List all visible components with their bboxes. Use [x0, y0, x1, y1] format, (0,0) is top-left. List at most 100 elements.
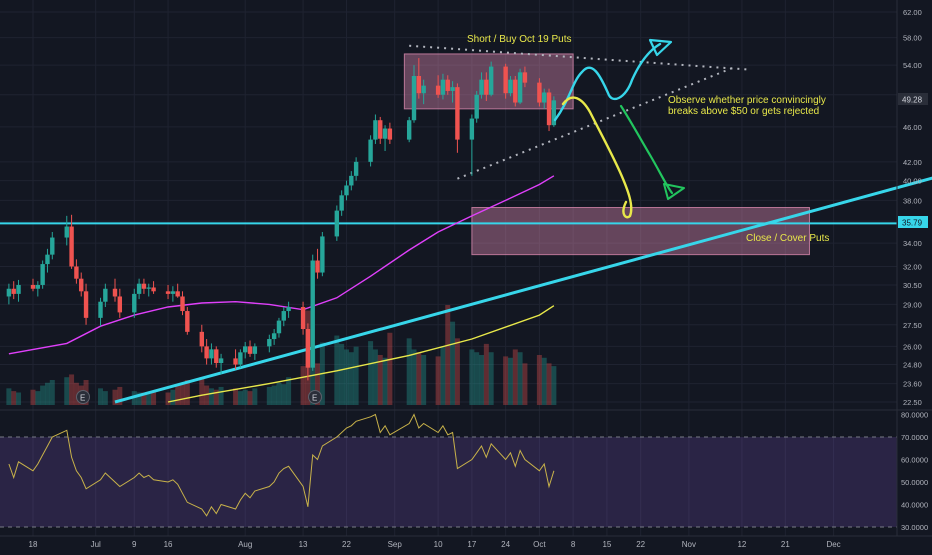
- candle-body: [488, 66, 494, 95]
- time-tick-label: 17: [467, 540, 476, 549]
- rsi-pane: [0, 409, 932, 528]
- candle-body: [281, 311, 286, 321]
- candle-body: [6, 288, 12, 297]
- volume-bar: [411, 349, 417, 405]
- rising-trendline: [114, 176, 932, 404]
- volume-bar: [271, 385, 277, 405]
- price-tick-label: 22.50: [903, 398, 922, 407]
- volume-bar: [488, 352, 494, 405]
- volume-bar: [281, 384, 287, 405]
- volume-bar: [339, 343, 345, 405]
- candle-body: [218, 358, 224, 364]
- volume-bar: [445, 305, 451, 405]
- candle-body: [522, 72, 528, 83]
- volume-bar: [49, 380, 55, 405]
- candle-body: [406, 120, 412, 140]
- candle-body: [320, 236, 325, 273]
- price-tick-label: 62.00: [903, 8, 922, 17]
- earnings-marker-label: E: [312, 394, 317, 403]
- time-tick-label: 15: [602, 540, 611, 549]
- volume-bars: [6, 305, 557, 405]
- time-tick-label: Jul: [91, 540, 101, 549]
- price-tick-label: 34.00: [903, 239, 922, 248]
- candle-body: [542, 92, 547, 103]
- candle-body: [50, 237, 55, 255]
- candle-body: [445, 79, 450, 91]
- earnings-marker: [76, 390, 90, 404]
- candle-body: [271, 333, 277, 340]
- upper-wedge-line: [409, 44, 747, 71]
- time-tick-label: Dec: [826, 540, 840, 549]
- candle-body: [276, 320, 282, 334]
- volume-bar: [242, 389, 248, 405]
- volume-bar: [146, 393, 152, 405]
- volume-bar: [479, 355, 485, 405]
- candle-body: [411, 75, 417, 121]
- candle-body: [300, 307, 306, 330]
- time-tick-label: 12: [737, 540, 746, 549]
- level-label: 35.79: [902, 219, 923, 228]
- last-price-label: 49.28: [902, 96, 923, 105]
- candle-body: [146, 287, 151, 289]
- candle-body: [368, 139, 373, 162]
- candle-body: [204, 346, 209, 359]
- volume-bar: [541, 357, 547, 405]
- candle-body: [349, 175, 354, 186]
- candle-body: [421, 85, 426, 94]
- candle-body: [98, 301, 103, 318]
- candle-body: [165, 291, 171, 294]
- time-tick-label: 22: [342, 540, 351, 549]
- time-tick-label: 21: [781, 540, 790, 549]
- candle-body: [83, 291, 89, 318]
- price-tick-label: 58.00: [903, 34, 922, 43]
- volume-bar: [546, 363, 552, 405]
- volume-bar: [151, 391, 157, 405]
- candle-body: [170, 291, 176, 294]
- candle-body: [180, 296, 185, 312]
- candle-body: [537, 82, 542, 103]
- price-tick-label: 26.00: [903, 342, 922, 351]
- bottom-box-text: Close / Cover Puts: [746, 233, 829, 244]
- volume-bar: [117, 386, 123, 405]
- time-tick-label: 9: [132, 540, 137, 549]
- candle-body: [373, 120, 378, 140]
- candle-body: [310, 260, 315, 368]
- volume-bar: [450, 321, 456, 405]
- candle-body: [132, 293, 137, 313]
- volume-bar: [213, 389, 219, 405]
- candle-body: [16, 284, 21, 294]
- hand-drawn-arrows: [553, 38, 685, 219]
- time-tick-label: 10: [434, 540, 443, 549]
- candle-body: [315, 260, 320, 273]
- volume-bar: [237, 391, 243, 405]
- candle-body: [175, 291, 180, 297]
- cover-zone-box: [471, 207, 810, 256]
- candle-body: [247, 346, 253, 354]
- price-tick-label: 27.50: [903, 321, 922, 330]
- volume-bar: [252, 388, 258, 405]
- price-tick-label: 32.00: [903, 262, 922, 271]
- volume-bar: [454, 338, 460, 405]
- price-tick-label: 38.00: [903, 196, 922, 205]
- volume-bar: [204, 385, 210, 405]
- candle-body: [103, 288, 108, 302]
- volume-bar: [233, 388, 239, 405]
- time-tick-label: Nov: [682, 540, 696, 549]
- side-text: Observe whether price convincingly break…: [668, 95, 829, 117]
- volume-bar: [184, 380, 190, 405]
- volume-bar: [165, 392, 171, 405]
- candle-body: [546, 92, 552, 126]
- volume-bar: [73, 382, 79, 405]
- grid: [0, 0, 897, 536]
- time-tick-label: 8: [571, 540, 576, 549]
- volume-bar: [69, 374, 75, 405]
- volume-bar: [102, 391, 108, 405]
- candle-body: [286, 307, 291, 312]
- volume-bar: [483, 343, 489, 405]
- volume-bar: [372, 349, 378, 405]
- volume-bar: [315, 363, 321, 405]
- volume-bar: [208, 388, 214, 405]
